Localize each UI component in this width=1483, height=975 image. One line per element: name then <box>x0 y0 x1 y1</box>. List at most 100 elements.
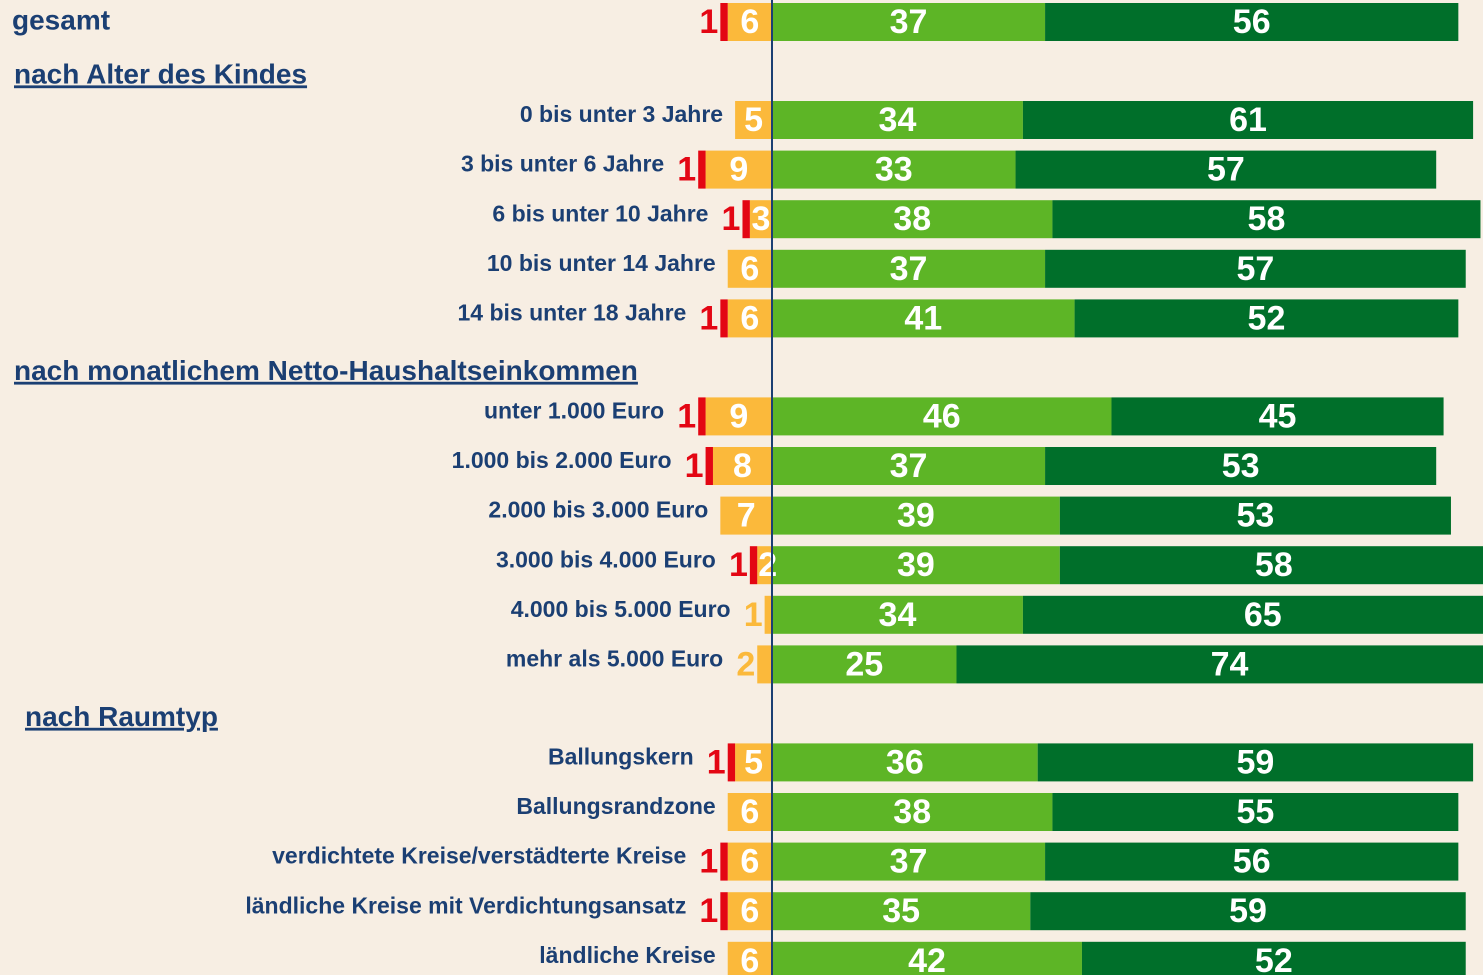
bar-segment <box>727 3 772 41</box>
bar-segment <box>727 743 736 782</box>
bar-segment <box>1074 299 1459 338</box>
bar-segment <box>712 447 772 485</box>
bar-segment <box>772 743 1038 782</box>
category-label: verdichtete Kreise/verstädterte Kreise <box>272 843 686 869</box>
value-label: 37 <box>890 3 928 41</box>
value-label: 56 <box>1233 843 1271 881</box>
section-title: nach Raumtyp <box>25 701 218 732</box>
bar-segment <box>698 150 706 189</box>
category-label: ländliche Kreise <box>539 942 715 968</box>
value-label: 2 <box>758 546 777 584</box>
value-label: 58 <box>1248 200 1286 238</box>
value-label: 8 <box>733 447 752 485</box>
section-title: nach monatlichem Netto-Haushaltseinkomme… <box>14 355 638 386</box>
bar-segment <box>1052 200 1481 239</box>
value-label: 61 <box>1229 101 1267 139</box>
bar-segment <box>772 299 1075 338</box>
category-label: mehr als 5.000 Euro <box>506 645 723 671</box>
value-label: 1 <box>699 299 718 337</box>
value-label: 6 <box>740 942 759 975</box>
bar-segment <box>749 546 758 585</box>
bar-segment <box>720 892 728 931</box>
bar-segment <box>1059 496 1451 535</box>
bar-segment <box>735 101 772 139</box>
bar-segment <box>727 793 772 831</box>
value-label: 57 <box>1207 151 1245 189</box>
category-label: 6 bis unter 10 Jahre <box>492 200 708 226</box>
value-label: 1 <box>707 743 726 781</box>
bar-segment <box>772 842 1046 881</box>
value-label: 52 <box>1248 299 1286 337</box>
value-label: 36 <box>886 743 924 781</box>
value-label: 55 <box>1236 793 1274 831</box>
value-label: 1 <box>722 200 741 238</box>
bar-segment <box>1111 397 1444 436</box>
value-label: 1 <box>699 843 718 881</box>
value-label: 56 <box>1233 3 1271 41</box>
bar-segment <box>698 397 706 436</box>
value-label: 59 <box>1236 743 1274 781</box>
value-label: 1 <box>699 3 718 41</box>
value-label: 5 <box>744 101 763 139</box>
bar-segment <box>705 447 713 485</box>
value-label: 9 <box>729 397 748 435</box>
value-label: 53 <box>1236 497 1274 535</box>
category-label: 14 bis unter 18 Jahre <box>457 299 686 325</box>
value-label: 59 <box>1229 892 1267 930</box>
value-label: 6 <box>740 3 759 41</box>
category-label: Ballungskern <box>548 743 694 769</box>
value-label: 37 <box>890 843 928 881</box>
value-label: 6 <box>740 299 759 337</box>
bar-segment <box>1037 743 1474 782</box>
value-label: 57 <box>1236 250 1274 288</box>
value-label: 58 <box>1255 546 1293 584</box>
value-label: 1 <box>729 546 748 584</box>
value-label: 38 <box>893 200 931 238</box>
bar-segment <box>742 200 750 239</box>
bar-segment <box>720 3 728 41</box>
bar-segment <box>1059 546 1483 585</box>
category-label: 0 bis unter 3 Jahre <box>520 101 723 127</box>
bar-segment <box>705 397 772 436</box>
bar-segment <box>727 892 772 931</box>
bar-segment <box>1022 101 1474 139</box>
bar-segment <box>772 645 957 684</box>
value-label: 9 <box>729 151 748 189</box>
bar-segment <box>772 249 1046 288</box>
value-label: 38 <box>893 793 931 831</box>
bar-segment <box>772 397 1112 436</box>
value-label: 6 <box>740 843 759 881</box>
category-label: ländliche Kreise mit Verdichtungsansatz <box>245 892 686 918</box>
category-label: 1.000 bis 2.000 Euro <box>452 447 672 473</box>
value-label: 74 <box>1211 645 1249 683</box>
value-label: 7 <box>737 497 756 535</box>
bar-segment <box>1015 150 1437 189</box>
value-label: 34 <box>879 101 917 139</box>
bar-segment <box>772 793 1053 831</box>
category-label: 10 bis unter 14 Jahre <box>487 250 716 276</box>
value-label: 33 <box>875 151 913 189</box>
bar-segment <box>764 595 772 634</box>
value-label: 37 <box>890 250 928 288</box>
value-label: 1 <box>699 892 718 930</box>
value-label: 39 <box>897 497 935 535</box>
bar-segment <box>720 299 728 338</box>
value-label: 46 <box>923 397 961 435</box>
bar-segment <box>772 546 1060 585</box>
bar-segment <box>1030 892 1466 931</box>
bar-segment <box>727 299 772 338</box>
value-label: 2 <box>736 645 755 683</box>
bar-segment <box>735 743 772 782</box>
bar-segment <box>956 645 1483 684</box>
value-label: 39 <box>897 546 935 584</box>
bar-segment <box>727 249 772 288</box>
bar-segment <box>1045 3 1459 41</box>
value-label: 5 <box>744 743 763 781</box>
value-label: 65 <box>1244 596 1282 634</box>
category-label: Ballungsrandzone <box>516 793 715 819</box>
bar-segment <box>705 150 772 189</box>
bar-segment <box>772 941 1082 975</box>
bar-segment <box>1081 941 1466 975</box>
category-label: unter 1.000 Euro <box>484 397 664 423</box>
